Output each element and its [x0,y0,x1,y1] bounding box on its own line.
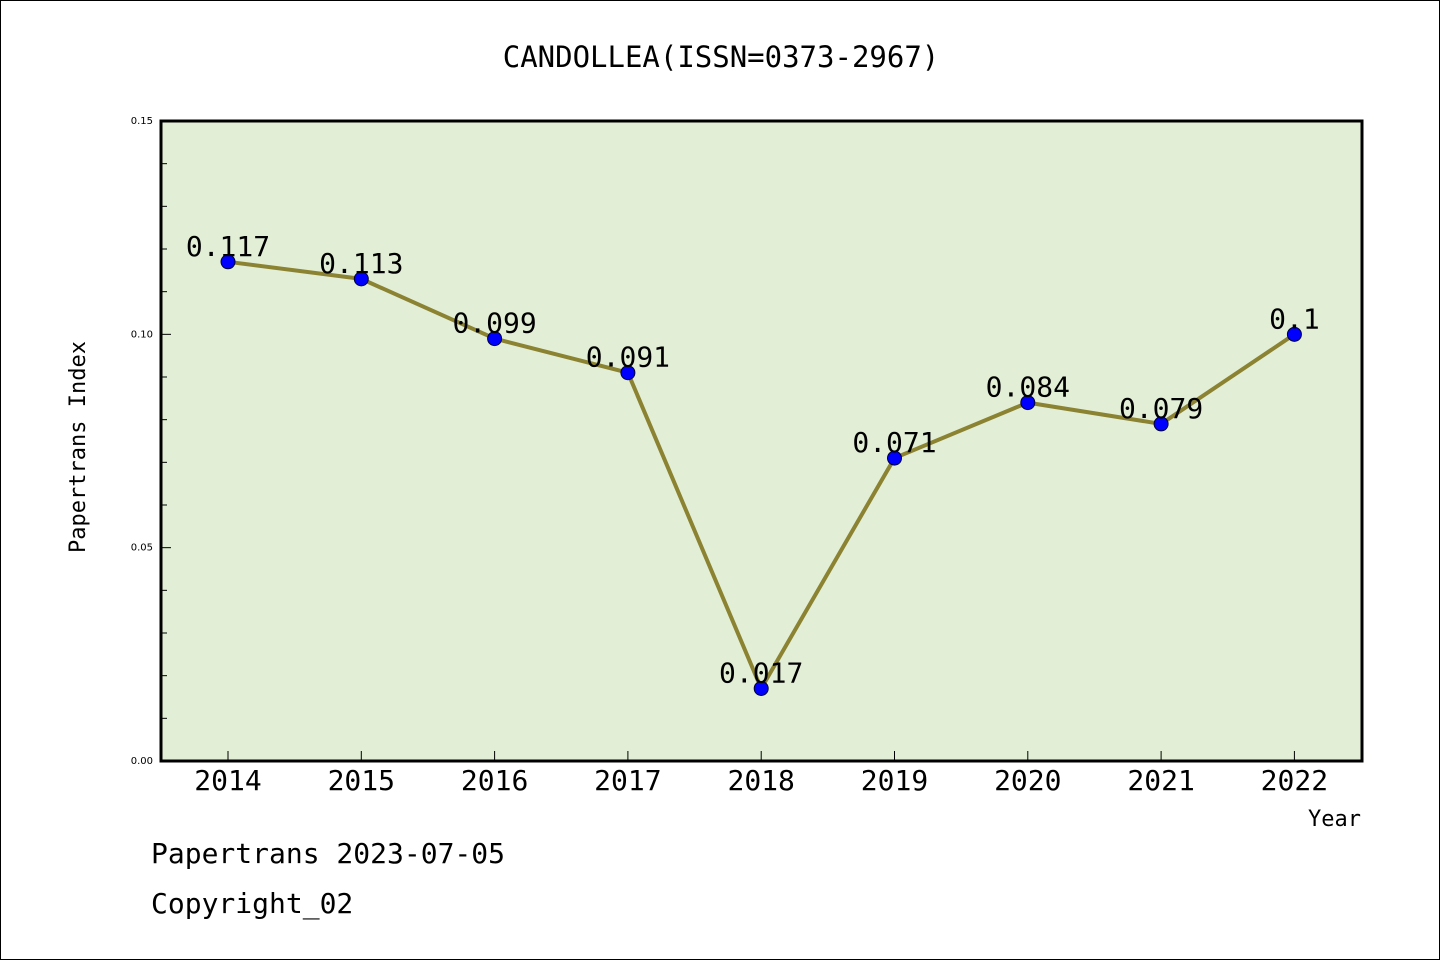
x-tick-label: 2020 [994,764,1061,797]
x-tick-label: 2021 [1127,764,1194,797]
data-point [353,271,369,287]
x-tick-label: 2022 [1261,764,1328,797]
y-tick-label: 0.00 [131,756,153,767]
plot-frame [159,119,1364,763]
data-label: 0.113 [319,247,403,280]
y-tick-label: 0.10 [131,329,153,340]
data-point [1153,416,1169,432]
data-point [1020,395,1036,411]
plot-area [161,121,1362,761]
footer-date-text: Papertrans 2023-07-05 [151,837,506,870]
data-label: 0.017 [719,656,803,689]
data-point [753,680,769,696]
x-tick-label: 2014 [194,764,261,797]
x-tick-label: 2019 [861,764,928,797]
x-tick-label: 2016 [461,764,528,797]
data-point [1286,326,1302,342]
data-label: 0.1 [1269,302,1320,335]
x-tick-label: 2017 [594,764,661,797]
x-tick-label: 2015 [328,764,395,797]
x-axis-label: Year [1308,807,1361,832]
y-tick-label: 0.15 [131,116,153,127]
data-label: 0.084 [986,371,1070,404]
x-tick-label: 2018 [727,764,794,797]
data-point [887,450,902,466]
data-point [487,331,503,347]
data-label: 0.099 [452,307,536,340]
y-axis-label: Papertrans Index [66,341,91,553]
data-label: 0.071 [852,426,936,459]
data-label: 0.091 [586,341,670,374]
data-label: 0.117 [186,230,270,263]
data-label: 0.079 [1119,392,1203,425]
chart-title: CANDOLLEA(ISSN=0373-2967) [503,40,940,74]
data-point [220,254,236,270]
y-tick-label: 0.05 [131,543,153,554]
data-point [620,365,636,381]
footer-copyright-text: Copyright_02 [151,887,354,920]
